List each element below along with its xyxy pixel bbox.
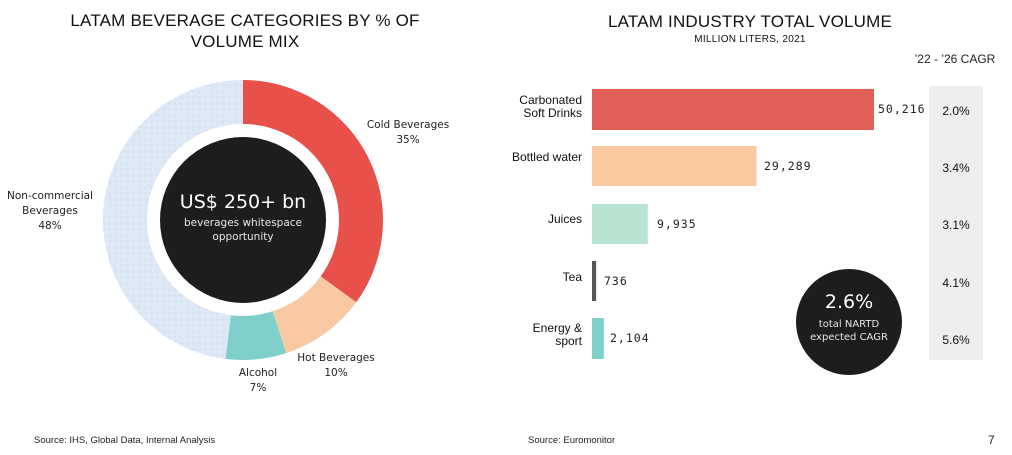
cagr-header: ’22 - ’26 CAGR xyxy=(914,52,996,66)
page-number: 7 xyxy=(988,433,995,447)
cagr-value-csd: 2.0% xyxy=(942,104,970,118)
slice-label-cold-name: Cold Beverages xyxy=(366,119,450,131)
bar-value-energy: 2,104 xyxy=(610,331,650,345)
slice-label-alcohol-pct: 7% xyxy=(249,382,267,394)
slice-label-alcohol: Alcohol 7% xyxy=(220,366,296,396)
bar-category-energy: Energy & sport xyxy=(532,321,582,348)
bar-value-water: 29,289 xyxy=(764,159,812,173)
slice-label-hot-pct: 10% xyxy=(324,367,348,379)
slice-label-hot-name: Hot Beverages xyxy=(297,352,375,364)
nartd-caption-1: total NARTD xyxy=(818,319,880,330)
nartd-cagr-value: 2.6% xyxy=(824,291,874,313)
right-chart-subtitle: MILLION LITERS, 2021 xyxy=(694,34,806,45)
bar-category-juices: Juices xyxy=(547,212,582,226)
slice-hot-beverages xyxy=(272,276,357,354)
slice-label-cold: Cold Beverages 35% xyxy=(358,118,458,148)
cagr-value-juices: 3.1% xyxy=(942,218,970,232)
donut-center-disc xyxy=(160,137,326,303)
bar-category-water: Bottled water xyxy=(511,150,582,164)
right-chart-title: LATAM INDUSTRY TOTAL VOLUME xyxy=(607,12,893,31)
cagr-value-tea: 4.1% xyxy=(942,276,970,290)
cagr-value-energy: 5.6% xyxy=(942,333,970,347)
bar-value-juices: 9,935 xyxy=(657,217,697,231)
cagr-value-water: 3.4% xyxy=(942,161,970,175)
bar-category-tea: Tea xyxy=(562,270,582,284)
slice-label-noncommercial-pct: 48% xyxy=(38,220,62,232)
nartd-circle-text: 2.6% total NARTD expected CAGR xyxy=(796,290,902,344)
left-source: Source: IHS, Global Data, Internal Analy… xyxy=(34,435,216,446)
donut-center-caption: beverages whitespace opportunity xyxy=(183,217,303,243)
left-chart-title: LATAM BEVERAGE CATEGORIES BY % OF VOLUME… xyxy=(70,11,420,51)
slice-label-cold-pct: 35% xyxy=(396,134,420,146)
slice-label-alcohol-name: Alcohol xyxy=(238,367,278,379)
slice-label-hot: Hot Beverages 10% xyxy=(288,351,384,381)
nartd-caption-2: expected CAGR xyxy=(810,332,888,343)
slice-cold-beverages xyxy=(243,80,383,303)
donut-center-value: US$ 250+ bn xyxy=(179,191,307,213)
right-source: Source: Euromonitor xyxy=(528,435,616,446)
bar-value-tea: 736 xyxy=(604,274,628,288)
donut-center-text: US$ 250+ bn beverages whitespace opportu… xyxy=(163,190,323,244)
bar-category-csd: Carbonated Soft Drinks xyxy=(519,93,582,120)
slice-label-noncommercial: Non-commercial Beverages 48% xyxy=(4,189,96,234)
cagr-column-background xyxy=(929,86,983,360)
slice-alcohol xyxy=(225,311,287,360)
bar-value-csd: 50,216 xyxy=(878,102,926,116)
slice-label-noncommercial-name: Non-commercial Beverages xyxy=(7,190,93,217)
slice-non-commercial xyxy=(102,80,243,359)
